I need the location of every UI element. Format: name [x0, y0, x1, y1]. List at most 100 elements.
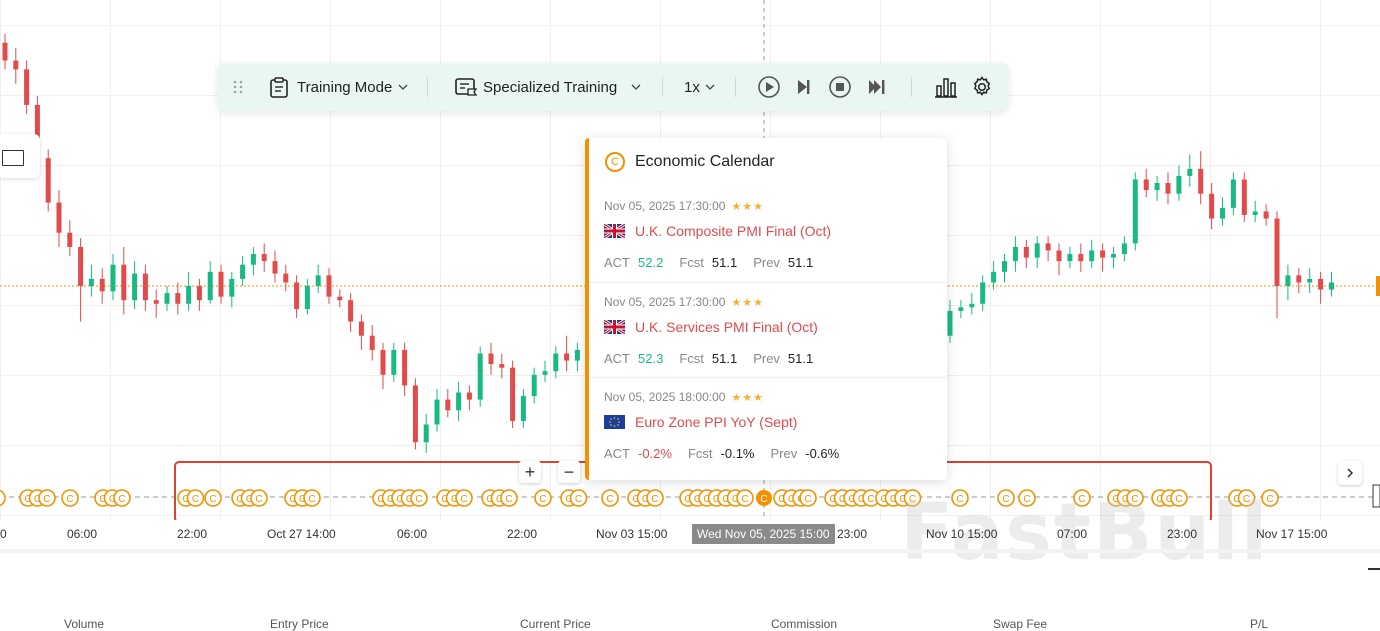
event-marker-letter: C: [1156, 494, 1163, 505]
specialized-training-label: Specialized Training: [483, 78, 618, 96]
event-marker-letter: C: [415, 494, 422, 505]
zoom-out-button[interactable]: −: [558, 461, 580, 483]
candle-body: [175, 293, 181, 304]
importance-stars: ★★★: [731, 391, 765, 404]
x-axis-label: 0: [0, 527, 7, 541]
drawing-tool-panel[interactable]: [0, 134, 40, 178]
calendar-event[interactable]: Nov 05, 2025 17:30:00 ★★★ U.K. Composite …: [604, 199, 934, 295]
candle-body: [969, 303, 975, 308]
event-marker-icon: [204, 489, 222, 507]
candle-body: [24, 69, 30, 105]
crosshair-time-label: Wed Nov 05, 2025 15:00: [692, 524, 835, 544]
event-marker-letter: C: [387, 494, 394, 505]
event-marker-icon: [0, 489, 6, 507]
minimize-icon[interactable]: [1368, 568, 1380, 570]
candle-body: [402, 349, 408, 386]
event-marker-letter: C: [632, 494, 639, 505]
candle-body: [1023, 246, 1029, 258]
event-marker-letter: C: [118, 494, 125, 505]
popup-title: Economic Calendar: [635, 153, 775, 170]
candle-body: [358, 321, 364, 336]
act-value: -0.2%: [638, 446, 672, 461]
event-marker-letter: C: [909, 494, 916, 505]
candle-body: [110, 264, 116, 292]
zoom-in-button[interactable]: +: [519, 461, 541, 483]
act-value: 52.3: [638, 351, 664, 366]
skip-end-icon[interactable]: [868, 63, 886, 111]
candle-body: [1100, 250, 1106, 258]
event-marker-letter: C: [99, 494, 106, 505]
event-marker-letter: C: [255, 494, 262, 505]
act-label: ACT: [604, 351, 630, 366]
candle-body: [218, 271, 224, 297]
prev-label: Prev: [753, 351, 780, 366]
candle-body: [1165, 183, 1171, 194]
gear-icon[interactable]: [970, 63, 994, 111]
drag-handle-icon[interactable]: [232, 63, 244, 111]
candle-body: [1187, 168, 1193, 176]
specialized-training-dropdown[interactable]: Specialized Training: [454, 63, 642, 111]
act-value: 52.2: [638, 255, 664, 270]
candle-body: [1329, 282, 1334, 290]
prev-value: -0.6%: [805, 446, 840, 461]
event-marker-letter: C: [839, 494, 846, 505]
event-marker-letter: C: [24, 494, 31, 505]
event-marker-icon: [1073, 489, 1091, 507]
event-marker-letter: C: [182, 494, 189, 505]
candle-body: [423, 424, 429, 443]
event-marker-letter: C: [1233, 494, 1240, 505]
event-time: Nov 05, 2025 17:30:00: [604, 199, 726, 213]
candle-body: [196, 286, 202, 301]
candle-body: [369, 335, 375, 350]
event-marker-letter: C: [236, 494, 243, 505]
event-name[interactable]: Euro Zone PPI YoY (Sept): [635, 414, 798, 430]
speed-dropdown[interactable]: 1x: [684, 63, 716, 111]
candle-body: [980, 282, 986, 304]
candle-body: [1285, 275, 1291, 286]
event-marker-letter: C: [858, 494, 865, 505]
event-marker-letter: C: [1122, 494, 1129, 505]
event-marker-letter: C: [460, 494, 467, 505]
calendar-event[interactable]: Nov 05, 2025 17:30:00 ★★★ U.K. Services P…: [604, 295, 934, 391]
rectangle-tool-icon[interactable]: [2, 150, 24, 166]
scroll-right-button[interactable]: [1338, 461, 1362, 485]
fcst-label: Fcst: [687, 446, 713, 461]
candle-body: [2, 42, 8, 61]
candle-body: [78, 246, 84, 286]
event-marker-letter: C: [486, 494, 493, 505]
candle-body: [240, 264, 246, 279]
candle-body: [45, 158, 51, 203]
event-marker-icon: [951, 489, 969, 507]
candle-body: [121, 264, 127, 301]
training-mode-dropdown[interactable]: Training Mode: [268, 63, 409, 111]
event-name[interactable]: U.K. Composite PMI Final (Oct): [635, 223, 832, 239]
importance-stars: ★★★: [731, 200, 765, 213]
bar-chart-icon[interactable]: [934, 63, 958, 111]
event-marker-icon: [1261, 489, 1279, 507]
candle-body: [434, 399, 440, 425]
fcst-value: 51.1: [711, 351, 738, 366]
calendar-event[interactable]: Nov 05, 2025 18:00:00 ★★★ Euro Zone PPI Y…: [604, 390, 934, 486]
event-time: Nov 05, 2025 18:00:00: [604, 390, 726, 404]
event-marker-icon: [500, 489, 518, 507]
event-marker-icon: [1018, 489, 1036, 507]
fcst-label: Fcst: [679, 351, 704, 366]
candle-body: [1274, 218, 1280, 286]
event-name[interactable]: U.K. Services PMI Final (Oct): [635, 319, 818, 335]
step-forward-icon[interactable]: [796, 63, 812, 111]
candle-body: [574, 349, 580, 361]
watermark: FastBull: [900, 488, 1270, 578]
column-header-pl: P/L: [1250, 617, 1269, 631]
stop-icon[interactable]: [828, 63, 852, 111]
active-event-marker-icon: [756, 490, 772, 506]
x-axis-label: 23:00: [1167, 527, 1198, 541]
play-icon[interactable]: [757, 63, 781, 111]
event-marker-letter: C: [565, 494, 572, 505]
event-marker-letter: C: [694, 494, 701, 505]
event-marker-letter: C: [788, 494, 795, 505]
candle-body: [261, 254, 267, 262]
candle-body: [207, 271, 213, 301]
candle-body: [294, 282, 300, 310]
